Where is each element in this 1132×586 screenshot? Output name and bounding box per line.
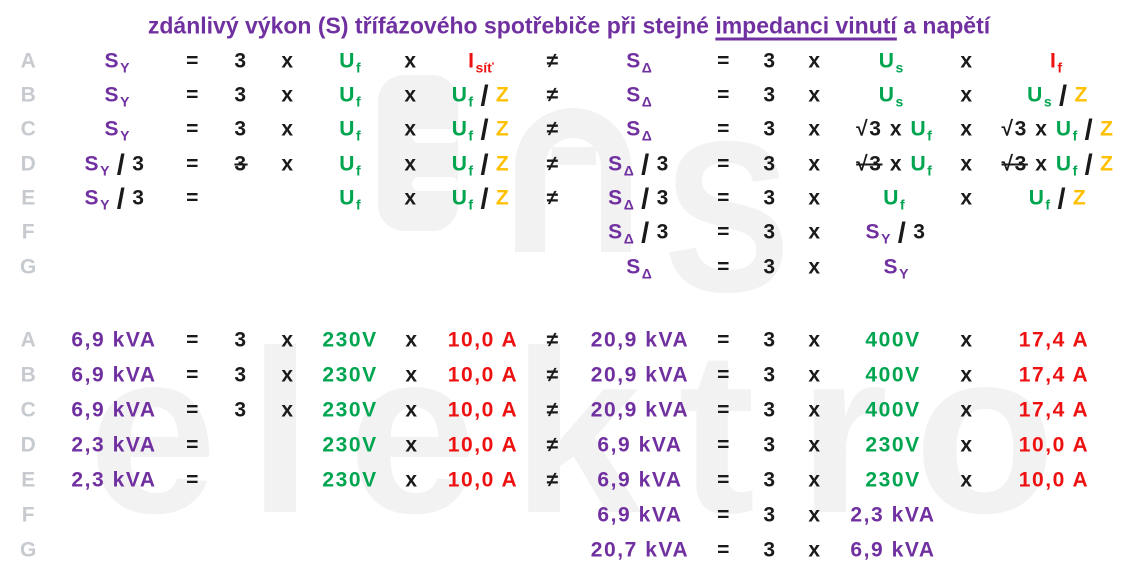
svg-text:t: t xyxy=(678,303,755,562)
svg-text:e: e xyxy=(348,303,477,562)
svg-text:r: r xyxy=(798,303,888,562)
svg-text:e: e xyxy=(88,303,217,562)
svg-text:S: S xyxy=(664,97,790,337)
svg-text:k: k xyxy=(512,303,642,562)
svg-text:o: o xyxy=(914,303,1056,562)
svg-text:l: l xyxy=(248,303,312,562)
